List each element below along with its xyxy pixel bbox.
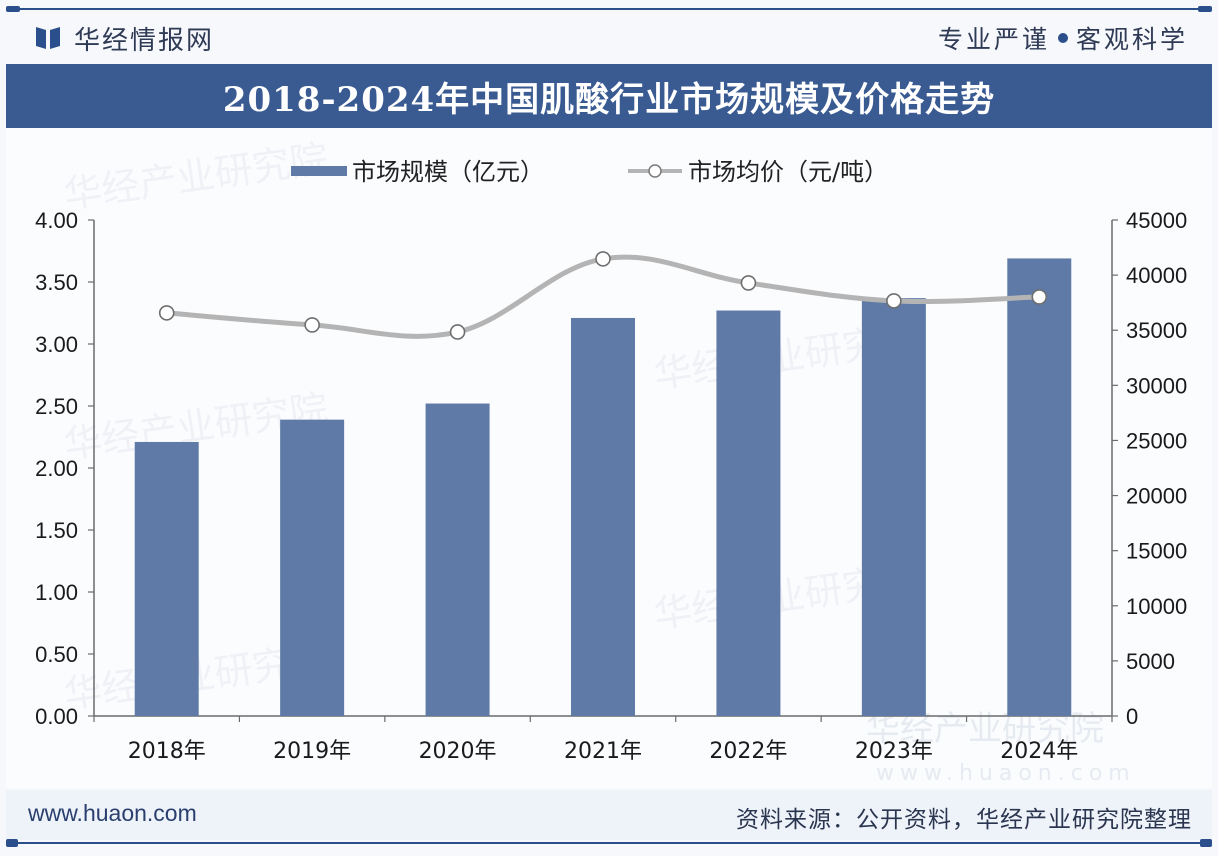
bar-market-size-2022[interactable] (716, 310, 781, 716)
bullet-dot-icon (1057, 33, 1068, 43)
footer-source: 资料来源：公开资料，华经产业研究院整理 (736, 807, 1192, 833)
x-axis-tick-label: 2023年 (855, 739, 933, 764)
price-marker-2023[interactable] (886, 293, 902, 309)
left-axis-tick-label: 3.00 (35, 332, 78, 357)
right-axis-tick-label: 25000 (1126, 428, 1187, 453)
right-axis-tick-label: 20000 (1126, 484, 1187, 509)
price-marker-2019[interactable] (304, 317, 320, 333)
chart-title: 2018-2024年中国肌酸行业市场规模及价格走势 (222, 79, 996, 120)
legend-label-line: 市场均价（元/吨） (688, 158, 888, 186)
legend-line-marker (648, 164, 662, 178)
left-axis-tick-label: 4.00 (35, 208, 78, 233)
watermark-url: www.huaon.com (876, 761, 1136, 786)
left-axis-tick-label: 2.00 (35, 456, 78, 481)
bottom-rule (6, 839, 1212, 847)
watermark-text: 华经产业研究院 (61, 136, 331, 217)
bar-market-size-2019[interactable] (280, 419, 345, 716)
x-axis-tick-label: 2018年 (128, 739, 206, 764)
slogan-right: 客观科学 (1075, 25, 1188, 54)
chart-area: 华经产业研究院 华经产业研究院 华经产业研究院 华经产业研究院 华经产业研究院 … (6, 128, 1212, 788)
top-rule (6, 6, 1212, 12)
bar-market-size-2021[interactable] (571, 317, 635, 716)
x-axis-tick-label: 2024年 (1000, 739, 1078, 764)
legend: 市场规模（亿元） 市场均价（元/吨） (291, 158, 888, 186)
slogan: 专业严谨 客观科学 (938, 22, 1188, 54)
price-line-layer (158, 251, 1048, 340)
slogan-left: 专业严谨 (937, 25, 1050, 54)
title-bar: 2018-2024年中国肌酸行业市场规模及价格走势 (6, 64, 1212, 128)
bar-market-size-2024[interactable] (1007, 258, 1072, 716)
right-axis-tick-label: 30000 (1126, 373, 1187, 398)
left-axis-tick-label: 3.50 (35, 270, 78, 295)
price-marker-2020[interactable] (449, 324, 466, 340)
left-axis-tick-label: 1.00 (35, 580, 78, 605)
bar-market-size-2020[interactable] (425, 403, 490, 716)
right-axis-tick-label: 10000 (1126, 594, 1187, 619)
chart: 华经产业研究院 华经产业研究院 华经产业研究院 华经产业研究院 华经产业研究院 … (35, 136, 1187, 786)
axes: 0.00 0.50 1.00 1.50 2.00 2.50 3.00 3.50 4.00 0 500… (35, 208, 1187, 764)
right-axis-tick-label: 40000 (1126, 263, 1187, 288)
brand: 华经情报网 (34, 22, 215, 56)
price-marker-2022[interactable] (740, 275, 757, 291)
book-logo-icon (36, 27, 60, 49)
x-axis-tick-label: 2020年 (419, 739, 497, 764)
left-axis-tick-label: 2.50 (35, 394, 78, 419)
price-marker-2018[interactable] (158, 305, 175, 321)
right-axis-tick-label: 15000 (1126, 539, 1187, 564)
left-axis-tick-label: 0.00 (35, 704, 78, 729)
brand-name: 华经情报网 (74, 25, 215, 56)
footer-url[interactable]: www.huaon.com (28, 800, 197, 826)
x-axis-tick-label: 2022年 (709, 739, 787, 764)
right-axis-tick-label: 0 (1126, 704, 1138, 729)
bars (134, 258, 1072, 716)
x-axis-tick-label: 2021年 (564, 739, 642, 764)
x-axis-tick-label: 2019年 (273, 739, 351, 764)
left-axis-tick-label: 1.50 (35, 518, 78, 543)
right-axis-tick-label: 45000 (1126, 208, 1187, 233)
bar-market-size-2023[interactable] (861, 298, 926, 716)
right-axis-tick-label: 35000 (1126, 318, 1187, 343)
right-axis-tick-label: 5000 (1126, 649, 1175, 674)
bar-market-size-2018[interactable] (134, 441, 199, 716)
left-axis-tick-label: 0.50 (35, 642, 78, 667)
legend-label-bar: 市场规模（亿元） (352, 158, 544, 186)
footer: www.huaon.com 资料来源：公开资料，华经产业研究院整理 (6, 790, 1212, 840)
legend-bar-swatch (291, 166, 347, 176)
price-marker-2024[interactable] (1031, 289, 1048, 305)
price-marker-2021[interactable] (595, 251, 611, 267)
